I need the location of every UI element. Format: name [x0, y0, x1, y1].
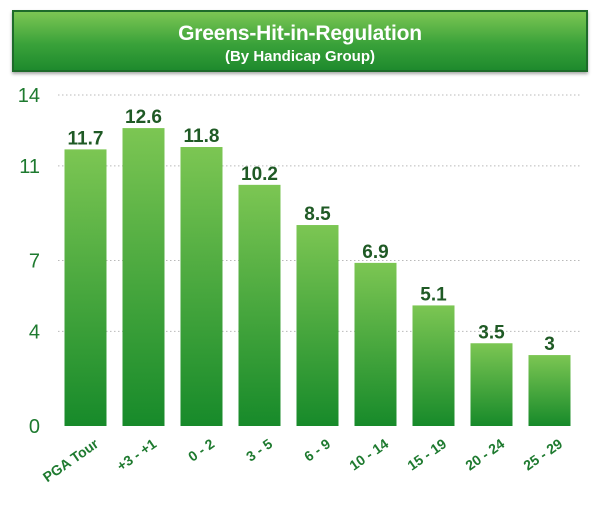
bar — [470, 343, 513, 426]
y-tick-label: 0 — [29, 416, 40, 438]
data-label: 6.9 — [362, 242, 388, 263]
y-axis: 0 4 7 11 14 — [18, 85, 40, 438]
x-tick-label: 10 - 14 — [346, 435, 391, 473]
data-label: 11.7 — [68, 128, 104, 149]
x-tick-label: 0 - 2 — [185, 435, 217, 464]
y-tick-label: 11 — [19, 156, 40, 178]
x-tick-label: 3 - 5 — [243, 435, 275, 464]
chart-title-banner: Greens-Hit-in-Regulation (By Handicap Gr… — [12, 10, 588, 72]
bar — [354, 262, 397, 426]
chart-subtitle: (By Handicap Group) — [224, 48, 375, 65]
bar — [528, 355, 571, 426]
y-tick-label: 14 — [18, 85, 40, 107]
y-tick-label: 4 — [29, 321, 40, 343]
data-label: 5.1 — [420, 284, 447, 305]
x-tick-label: 15 - 19 — [404, 435, 449, 473]
data-labels: 11.7 12.6 11.8 10.2 8.5 6.9 5.1 3.5 3 — [68, 107, 555, 355]
chart-title: Greens-Hit-in-Regulation — [178, 22, 422, 45]
bar — [238, 184, 281, 426]
bar — [412, 305, 455, 426]
data-label: 10.2 — [241, 164, 278, 185]
x-tick-label: 25 - 29 — [520, 435, 565, 473]
y-tick-label: 7 — [29, 251, 40, 273]
data-label: 8.5 — [304, 204, 331, 225]
x-tick-label: 6 - 9 — [301, 435, 333, 464]
x-tick-label: 20 - 24 — [462, 435, 507, 473]
x-tick-label: +3 - +1 — [114, 435, 160, 474]
data-label: 3.5 — [478, 322, 505, 343]
x-axis: PGA Tour +3 - +1 0 - 2 3 - 5 6 - 9 10 - 14 15 … — [40, 435, 566, 485]
data-label: 12.6 — [125, 107, 162, 128]
bar — [180, 147, 223, 426]
bar — [122, 128, 165, 426]
data-label: 3 — [544, 334, 555, 355]
bar — [64, 149, 107, 426]
bars — [64, 128, 571, 426]
x-tick-label: PGA Tour — [40, 435, 102, 485]
data-label: 11.8 — [184, 126, 220, 147]
bar — [296, 225, 339, 426]
gridlines — [58, 94, 582, 332]
